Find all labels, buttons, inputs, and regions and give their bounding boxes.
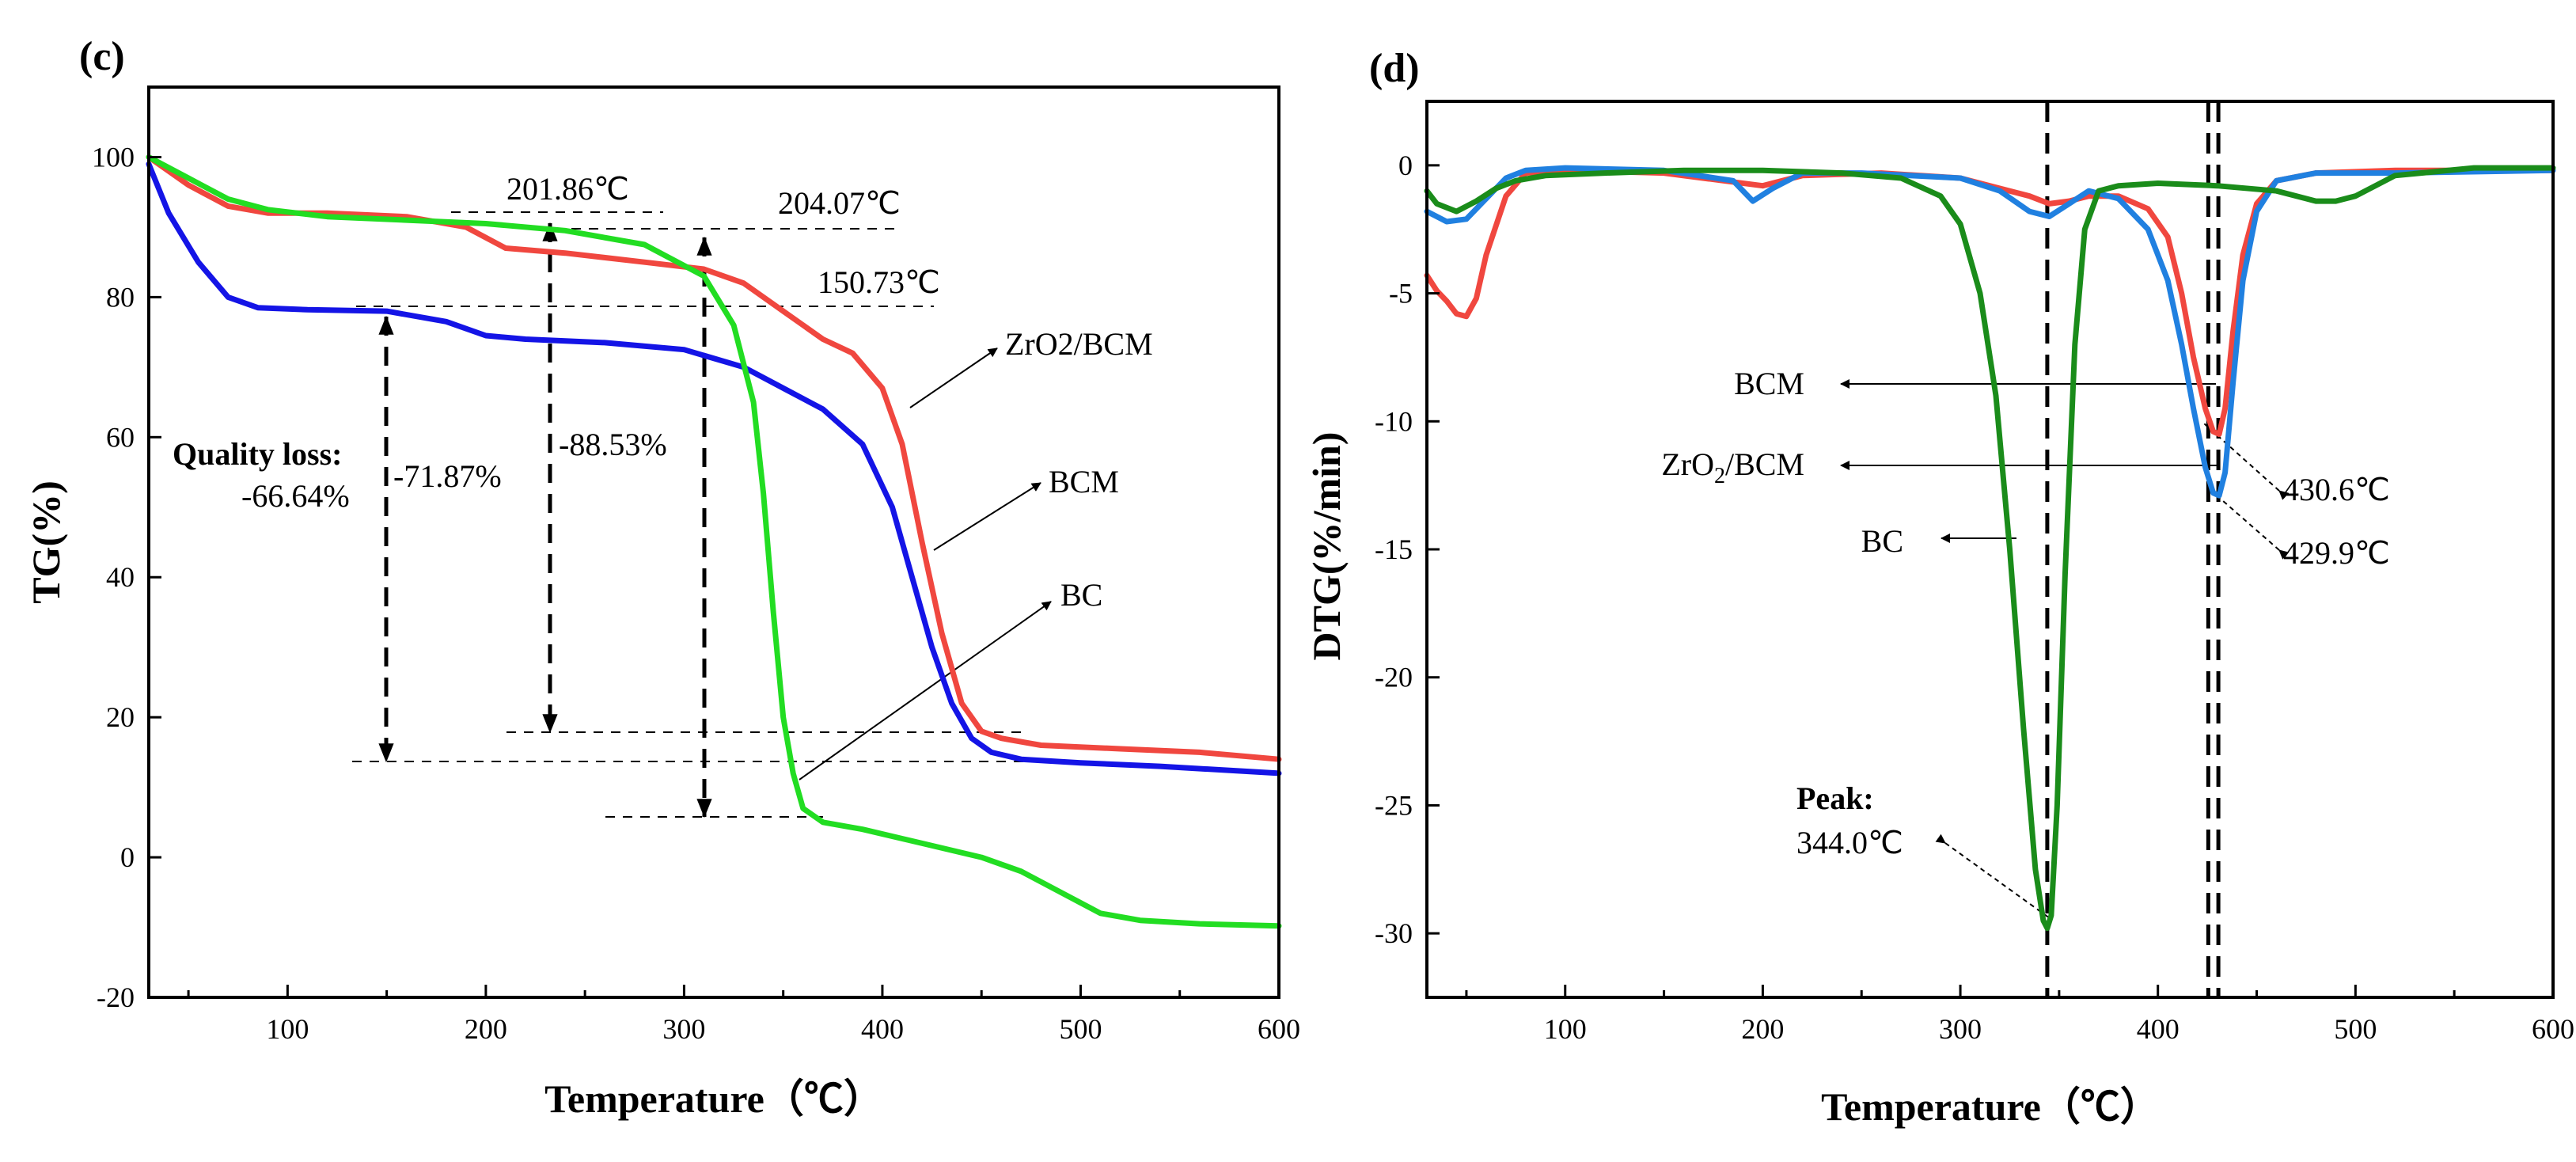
- d-xtick-label: 600: [2532, 1013, 2574, 1045]
- c-pointer-zr: [909, 347, 998, 408]
- c-xtick-label: 200: [465, 1013, 507, 1045]
- d-label-zr: ZrO2/BCM: [1661, 446, 1804, 488]
- c-ytick-label: -20: [97, 982, 135, 1013]
- c-ytick-label: 60: [106, 421, 135, 453]
- d-ytick-label: -10: [1375, 405, 1413, 437]
- d-series-group: [1424, 165, 2556, 932]
- d-annot-430: 430.6℃: [2283, 472, 2390, 507]
- c-annot-201: 201.86℃: [506, 171, 629, 207]
- d-xtick-label: 300: [1939, 1013, 1982, 1045]
- d-annotation-lines: [1840, 379, 2290, 919]
- c-ytick-label: 80: [106, 281, 135, 313]
- c-annot-loss-bc: -88.53%: [559, 427, 667, 462]
- c-annot-204: 204.07℃: [778, 185, 901, 221]
- c-y-axis-label: TG(%): [24, 480, 68, 604]
- c-annotation-lines: [352, 211, 1052, 818]
- d-series-zro2-bcm: [1424, 167, 2556, 437]
- c-xtick-label: 300: [662, 1013, 705, 1045]
- d-pointer-429: [2215, 494, 2290, 560]
- d-ytick-label: -30: [1375, 917, 1413, 949]
- c-annot-loss-bcm: -66.64%: [241, 478, 350, 514]
- d-label-bcm: BCM: [1734, 366, 1804, 401]
- panel-label-c: (c): [79, 34, 125, 79]
- c-xtick-label: 600: [1258, 1013, 1300, 1045]
- d-ytick-label: -25: [1375, 789, 1413, 821]
- c-label-bcm: BCM: [1049, 464, 1119, 499]
- d-vlines-group: [2045, 101, 2221, 997]
- c-ytick-label: 0: [120, 841, 135, 873]
- d-annot-429: 429.9℃: [2283, 535, 2390, 571]
- d-xtick-label: 500: [2334, 1013, 2377, 1045]
- c-annot-loss-zr: -71.87%: [393, 458, 502, 494]
- c-x-axis-label: Temperature（℃）: [544, 1077, 883, 1121]
- c-pointer-bc: [799, 601, 1052, 780]
- c-plot-frame: [147, 85, 1280, 999]
- c-pointer-bcm: [933, 482, 1041, 551]
- panel-label-d: (d): [1369, 46, 1420, 91]
- c-series-group: [146, 154, 1282, 929]
- d-series-bc: [1424, 165, 2556, 932]
- d-y-axis-label: DTG(%/min): [1304, 432, 1349, 661]
- d-pointer-peak: [1935, 834, 2051, 919]
- c-label-zr: ZrO2/BCM: [1005, 326, 1153, 362]
- d-ticks-group: 100 200 300 400 500 600 0 -5 -10 -15 -20 -25 -30: [1375, 150, 2574, 1045]
- d-annot-344: 344.0℃: [1796, 825, 1903, 860]
- d-x-axis-label: Temperature（℃）: [1821, 1084, 2160, 1129]
- d-series-bcm: [1424, 165, 2556, 499]
- d-ytick-label: -5: [1389, 278, 1413, 309]
- d-annot-peak: Peak:: [1796, 780, 1874, 816]
- c-ytick-label: 100: [92, 141, 135, 173]
- c-xtick-label: 400: [861, 1013, 904, 1045]
- d-ytick-label: -15: [1375, 534, 1413, 565]
- panel-d-dtg-chart: (d) 100 200 300 400 500 600 0 -5 -10 -15 -20 -25 -30…: [1304, 46, 2574, 1129]
- c-series-bc: [146, 154, 1282, 929]
- d-xtick-label: 400: [2137, 1013, 2180, 1045]
- c-label-bc: BC: [1060, 577, 1102, 613]
- c-annot-150: 150.73℃: [818, 264, 940, 300]
- c-annot-quality-loss: Quality loss:: [173, 436, 342, 472]
- d-label-bc: BC: [1861, 523, 1903, 559]
- c-ytick-label: 40: [106, 561, 135, 593]
- c-xtick-label: 500: [1059, 1013, 1102, 1045]
- c-series-zro2-bcm: [146, 154, 1282, 762]
- d-xtick-label: 200: [1741, 1013, 1784, 1045]
- panel-c-tg-chart: (c) 100 200 300 400 500 600 -20 0 20 40 60 80 100 20…: [24, 34, 1300, 1121]
- c-xtick-label: 100: [266, 1013, 309, 1045]
- c-ticks-group: 100 200 300 400 500 600 -20 0 20 40 60 80 100: [92, 141, 1300, 1045]
- c-ytick-label: 20: [106, 701, 135, 733]
- d-xtick-label: 100: [1544, 1013, 1587, 1045]
- d-ytick-label: 0: [1398, 150, 1413, 181]
- c-series-bcm: [146, 161, 1282, 777]
- d-ytick-label: -20: [1375, 662, 1413, 693]
